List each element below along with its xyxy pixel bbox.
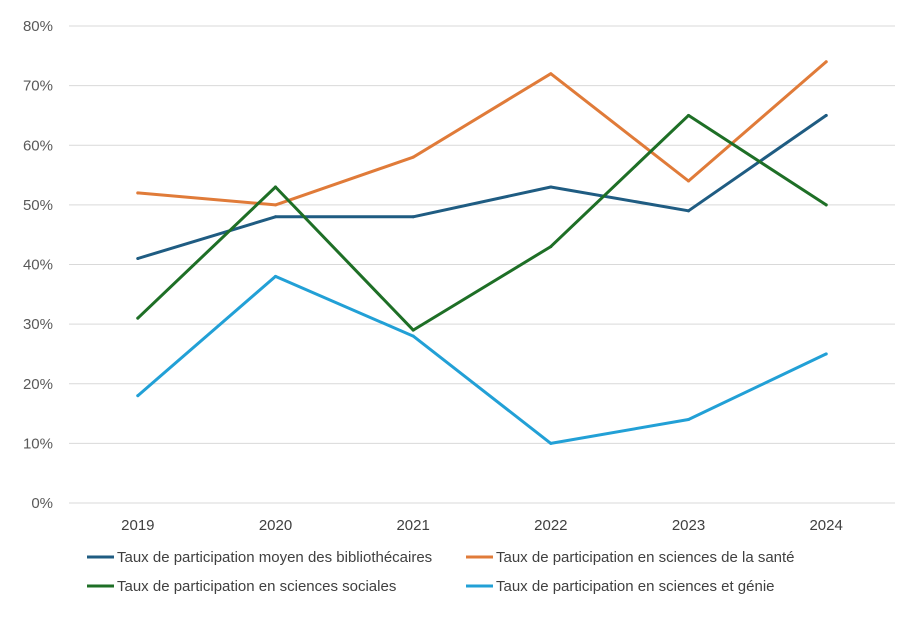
data-point: [687, 209, 690, 213]
legend-item: Taux de participation en sciences de la …: [466, 549, 795, 566]
data-point: [687, 179, 690, 183]
x-tick-label: 2024: [809, 517, 842, 534]
legend-label: Taux de participation en sciences et gén…: [496, 578, 775, 595]
data-point: [274, 203, 277, 207]
data-point: [274, 215, 277, 219]
y-tick-label: 50%: [23, 197, 53, 214]
data-point: [549, 72, 553, 76]
data-point: [274, 185, 277, 189]
x-tick-label: 2023: [672, 517, 705, 534]
data-point: [824, 203, 828, 207]
series-2: [136, 60, 828, 207]
data-point: [136, 316, 140, 320]
series-4: [136, 274, 828, 445]
x-tick-label: 2019: [121, 517, 154, 534]
legend-item: Taux de participation en sciences social…: [87, 578, 396, 595]
data-point: [687, 418, 690, 422]
data-point: [411, 328, 415, 332]
y-tick-label: 0%: [31, 495, 53, 512]
series-lines: [136, 60, 828, 445]
legend-label: Taux de participation en sciences de la …: [496, 549, 795, 566]
legend-item: Taux de participation en sciences et gén…: [466, 578, 775, 595]
data-point: [136, 191, 140, 195]
data-point: [824, 352, 828, 356]
data-point: [411, 215, 415, 219]
legend-label: Taux de participation moyen des biblioth…: [117, 549, 432, 566]
y-tick-label: 70%: [23, 78, 53, 95]
data-point: [824, 113, 828, 117]
data-point: [549, 441, 553, 445]
data-point: [549, 185, 553, 189]
data-point: [411, 155, 415, 159]
y-tick-label: 30%: [23, 316, 53, 333]
data-point: [411, 334, 415, 338]
data-point: [274, 274, 277, 278]
data-point: [824, 60, 828, 64]
series-line: [136, 274, 828, 445]
data-point: [136, 257, 140, 261]
y-axis-ticks: 0% 10% 20% 30% 40% 50% 60% 70% 80%: [23, 18, 53, 512]
x-axis-ticks: 2019 2020 2021 2022 2023 2024: [121, 517, 843, 534]
y-tick-label: 60%: [23, 137, 53, 154]
y-tick-label: 40%: [23, 257, 53, 274]
data-point: [136, 394, 140, 398]
x-tick-label: 2021: [396, 517, 429, 534]
legend-label: Taux de participation en sciences social…: [117, 578, 396, 595]
series-line: [136, 60, 828, 207]
y-tick-label: 20%: [23, 376, 53, 393]
series-line: [136, 113, 828, 332]
x-tick-label: 2020: [259, 517, 292, 534]
y-tick-label: 10%: [23, 435, 53, 452]
legend: Taux de participation moyen des biblioth…: [87, 549, 795, 595]
y-tick-label: 80%: [23, 18, 53, 35]
data-point: [687, 113, 690, 117]
legend-item: Taux de participation moyen des biblioth…: [87, 549, 432, 566]
series-3: [136, 113, 828, 332]
series-line: [136, 113, 828, 260]
x-tick-label: 2022: [534, 517, 567, 534]
data-point: [549, 245, 553, 249]
gridlines: [69, 25, 895, 504]
series-1: [136, 113, 828, 261]
